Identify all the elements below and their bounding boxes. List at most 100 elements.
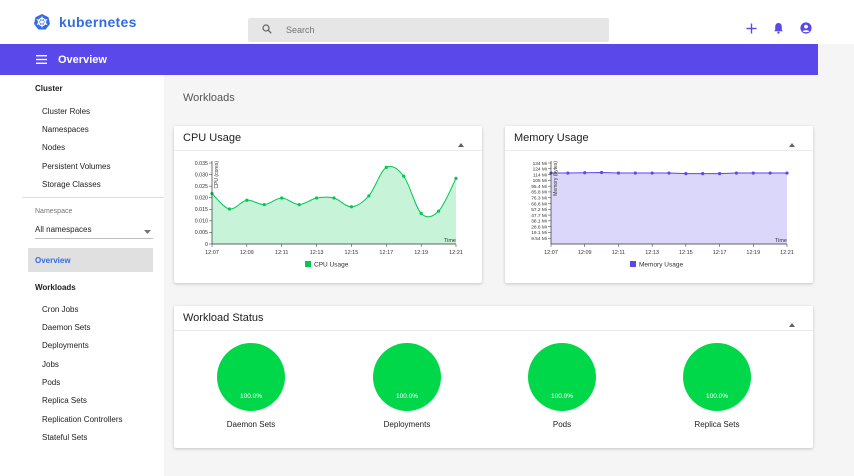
y-tick-label: 0: [205, 242, 208, 248]
bell-icon[interactable]: [773, 22, 784, 34]
y-tick-label: 28.6 Mi: [531, 224, 547, 230]
x-tick-label: 12:17: [713, 250, 727, 256]
sidebar-item-pods[interactable]: Pods: [42, 378, 61, 387]
pie-slice: [528, 343, 596, 411]
header-bar: Overview: [0, 44, 818, 75]
x-tick-label: 12:19: [746, 250, 760, 256]
sidebar-item-deployments[interactable]: Deployments: [42, 341, 89, 350]
pie-slice: [683, 343, 751, 411]
card-divider: [174, 330, 813, 331]
chart-data-point: [701, 172, 705, 176]
x-tick-label: 12:19: [414, 250, 428, 256]
chart-data-point: [717, 172, 722, 176]
y-tick-label: 76.3 Mi: [531, 196, 547, 202]
chart-data-point: [436, 209, 441, 213]
x-tick-label: 12:07: [544, 250, 558, 256]
cpu-usage-chart: 0 0.005 0.010 0.015 0.020 0.025 0.030 0.035 12:0…: [174, 150, 482, 269]
chart-data-point: [566, 171, 570, 175]
chart-data-point: [367, 194, 371, 198]
add-icon[interactable]: [746, 23, 757, 34]
sidebar-item-replication-controllers[interactable]: Replication Controllers: [42, 415, 123, 424]
chart-data-point: [785, 171, 789, 175]
chart-data-point: [650, 171, 654, 175]
search-input[interactable]: [286, 25, 576, 35]
legend-swatch: [305, 261, 311, 267]
pie-chart: 100.0%: [191, 341, 311, 418]
namespace-label: Namespace: [35, 208, 73, 215]
namespace-select-value: All namespaces: [35, 225, 92, 234]
chart-data-point: [262, 202, 266, 207]
sidebar-item-stateful-sets[interactable]: Stateful Sets: [42, 433, 88, 442]
sidebar-item-storage-classes[interactable]: Storage Classes: [42, 180, 101, 189]
y-tick-label: 0.035: [195, 161, 208, 167]
chart-data-point: [245, 198, 249, 202]
chart-area-fill: [212, 166, 456, 244]
dropdown-arrow-icon: [144, 227, 151, 236]
y-axis-label: CPU (cores): [214, 161, 220, 189]
chart-data-point: [280, 196, 284, 200]
chart-data-point: [384, 165, 388, 169]
y-tick-label: 95.4 Mi: [531, 184, 547, 190]
x-tick-label: 12:21: [449, 250, 463, 256]
account-icon[interactable]: [800, 22, 812, 34]
y-tick-label: 9.54 Mi: [531, 236, 547, 242]
sidebar-item-cluster-roles[interactable]: Cluster Roles: [42, 107, 91, 116]
sidebar-item-namespaces[interactable]: Namespaces: [42, 125, 89, 134]
pie-chart: 100.0%: [502, 341, 622, 418]
sidebar-item-overview[interactable]: Overview: [28, 248, 153, 272]
y-tick-label: 134 Mi: [533, 161, 547, 167]
y-tick-label: 0.015: [195, 207, 208, 213]
menu-icon[interactable]: [36, 55, 47, 64]
pie-svg: 100.0%: [217, 343, 285, 411]
workload-status-card: Workload Status 100.0% Daemon Sets 100.0% D…: [174, 306, 813, 448]
y-axis-label: Memory (bytes): [553, 161, 559, 196]
y-tick-label: 66.8 Mi: [531, 201, 547, 207]
sidebar-item-nodes[interactable]: Nodes: [42, 143, 66, 152]
y-tick-label: 0.025: [195, 184, 208, 190]
y-tick-label: 0.030: [195, 172, 208, 178]
sidebar-section-cluster[interactable]: Cluster: [35, 84, 63, 93]
sidebar-section-workloads[interactable]: Workloads: [35, 283, 76, 292]
chart-data-point: [734, 171, 739, 175]
collapse-caret-icon[interactable]: [789, 134, 795, 152]
sidebar-item-daemon-sets[interactable]: Daemon Sets: [42, 323, 91, 332]
chart-data-point: [454, 176, 458, 180]
chart-data-point: [297, 202, 301, 207]
page-title: Workloads: [183, 92, 235, 104]
y-tick-label: 0.010: [195, 219, 208, 225]
pie-name-label: Daemon Sets: [226, 420, 276, 429]
pie-svg: 100.0%: [373, 343, 441, 411]
chart-data-point: [227, 207, 232, 211]
y-tick-label: 19.1 Mi: [531, 230, 547, 236]
chart-area-fill: [551, 172, 787, 244]
namespace-select[interactable]: All namespaces: [35, 225, 153, 239]
chart-data-point: [599, 170, 604, 175]
y-tick-label: 105 Mi: [533, 178, 547, 184]
sidebar-item-persistent-volumes[interactable]: Persistent Volumes: [42, 162, 111, 171]
collapse-caret-icon[interactable]: [458, 134, 464, 152]
pie-chart: 100.0%: [657, 341, 777, 418]
sidebar-item-cron-jobs[interactable]: Cron Jobs: [42, 305, 79, 314]
app-logo[interactable]: kubernetes: [33, 13, 137, 31]
pie-chart: 100.0%: [347, 341, 467, 418]
x-tick-label: 12:15: [345, 250, 359, 256]
chart-data-point: [583, 171, 587, 175]
legend-label: Memory Usage: [639, 262, 683, 269]
search-bar[interactable]: [248, 18, 609, 42]
pie-name-label: Pods: [552, 420, 572, 429]
sidebar-item-overview-label: Overview: [35, 256, 71, 265]
x-tick-label: 12:07: [205, 250, 219, 256]
legend-swatch: [630, 261, 636, 267]
pie-name-label: Deployments: [383, 420, 431, 429]
x-tick-label: 12:09: [578, 250, 592, 256]
chart-data-point: [616, 171, 621, 175]
sidebar-item-replica-sets[interactable]: Replica Sets: [42, 396, 87, 405]
pie-slice: [373, 343, 441, 411]
pie-slice: [217, 343, 285, 411]
chart-data-point: [751, 171, 755, 175]
chart-data-point: [349, 205, 354, 209]
y-tick-label: 47.7 Mi: [531, 213, 547, 219]
sidebar-item-jobs[interactable]: Jobs: [42, 360, 59, 369]
collapse-caret-icon[interactable]: [789, 314, 795, 332]
sidebar-divider: [22, 197, 164, 198]
